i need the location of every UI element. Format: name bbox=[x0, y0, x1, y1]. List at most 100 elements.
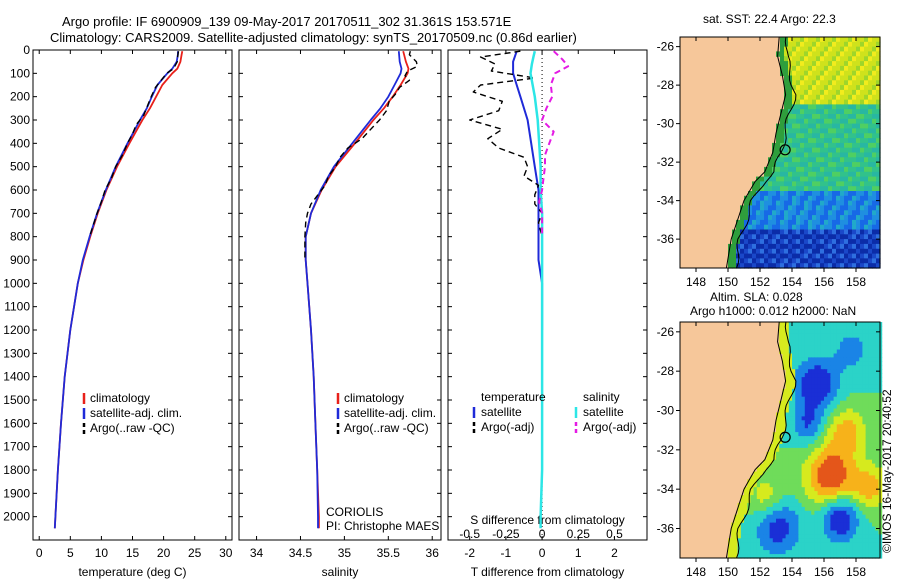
map-cell bbox=[868, 109, 873, 115]
map-cell bbox=[868, 243, 873, 250]
map-cell bbox=[852, 451, 857, 457]
map-cell bbox=[811, 530, 815, 535]
map-cell bbox=[731, 530, 735, 535]
map-cell bbox=[800, 239, 805, 245]
map-cell bbox=[843, 471, 847, 476]
map-cell bbox=[849, 459, 854, 465]
map-cell bbox=[796, 263, 801, 269]
map-cell bbox=[833, 345, 838, 351]
map-cell bbox=[859, 325, 863, 331]
map-cell bbox=[824, 526, 828, 531]
map-cell bbox=[820, 239, 825, 245]
map-cell bbox=[785, 384, 790, 390]
map-cell bbox=[856, 224, 861, 231]
map-cell bbox=[811, 353, 815, 358]
map-cell bbox=[876, 200, 881, 206]
map-cell bbox=[848, 162, 853, 168]
map-cell bbox=[795, 353, 799, 358]
map-cell bbox=[856, 455, 860, 461]
map-cell bbox=[833, 463, 838, 469]
map-cell bbox=[800, 210, 805, 216]
map-cell bbox=[760, 471, 764, 476]
map-cell bbox=[824, 210, 829, 216]
map-cell bbox=[808, 41, 813, 48]
map-cell bbox=[785, 510, 790, 516]
map-cell bbox=[779, 487, 783, 492]
map-cell bbox=[856, 65, 861, 72]
map-cell bbox=[840, 412, 844, 417]
map-cell bbox=[732, 258, 737, 264]
map-cell bbox=[843, 392, 847, 398]
map-cell bbox=[848, 65, 853, 72]
map-cell bbox=[872, 471, 876, 476]
map-cell bbox=[808, 123, 813, 129]
map-cell bbox=[812, 70, 817, 77]
map-cell bbox=[844, 142, 849, 149]
map-cell bbox=[811, 424, 815, 429]
map-cell bbox=[860, 94, 865, 101]
map-cell bbox=[820, 554, 825, 559]
map-cell bbox=[820, 487, 825, 492]
map-cell bbox=[820, 345, 825, 351]
salinity-diff-tick-label: -0.25 bbox=[492, 527, 520, 541]
map-cell bbox=[780, 118, 785, 125]
map-cell bbox=[836, 373, 841, 378]
map-cell bbox=[814, 349, 819, 354]
map-cell bbox=[872, 89, 877, 96]
depth-tick-label: 1400 bbox=[3, 370, 30, 384]
map-cell bbox=[804, 357, 809, 362]
map-cell bbox=[852, 349, 857, 354]
map-cell bbox=[801, 384, 806, 390]
map-cell bbox=[840, 215, 845, 221]
map-cell bbox=[859, 455, 863, 461]
map-cell bbox=[856, 502, 860, 508]
map-cell bbox=[833, 400, 838, 406]
map-cell bbox=[828, 99, 833, 105]
map-cell bbox=[801, 518, 806, 524]
map-cell bbox=[828, 128, 833, 134]
map-cell bbox=[780, 41, 785, 48]
map-cell bbox=[800, 200, 805, 206]
map-cell bbox=[788, 75, 793, 81]
map-cell bbox=[856, 404, 860, 410]
map-cell bbox=[836, 99, 841, 105]
map-cell bbox=[862, 455, 867, 461]
map-cell bbox=[808, 176, 813, 182]
map-cell bbox=[827, 384, 831, 390]
map-cell bbox=[832, 41, 837, 48]
map-cell bbox=[795, 510, 799, 516]
map-cell bbox=[780, 263, 785, 269]
map-cell bbox=[753, 475, 758, 480]
map-cell bbox=[846, 361, 851, 366]
map-cell bbox=[859, 487, 863, 492]
map-cell bbox=[864, 147, 869, 154]
map-cell bbox=[804, 99, 809, 105]
map-cell bbox=[760, 234, 765, 240]
map-cell bbox=[814, 322, 819, 327]
map-cell bbox=[875, 361, 879, 366]
map-cell bbox=[840, 392, 844, 398]
map-cell bbox=[820, 526, 825, 531]
map-cell bbox=[801, 416, 806, 421]
map-cell bbox=[865, 443, 870, 449]
map-cell bbox=[780, 138, 785, 144]
map-cell bbox=[817, 483, 822, 488]
map-cell bbox=[856, 467, 860, 472]
map-cell bbox=[843, 495, 847, 500]
map-cell bbox=[848, 248, 853, 255]
map-cell bbox=[811, 420, 815, 425]
map-cell bbox=[849, 530, 854, 535]
map-cell bbox=[756, 258, 761, 264]
map-cell bbox=[868, 546, 873, 551]
map-cell bbox=[820, 542, 825, 547]
map-cell bbox=[756, 479, 761, 484]
map-cell bbox=[856, 142, 861, 149]
map-cell bbox=[830, 381, 835, 386]
map-cell bbox=[776, 412, 780, 417]
map-cell bbox=[872, 542, 876, 547]
map-cell bbox=[824, 123, 829, 129]
map-cell bbox=[766, 542, 771, 547]
map-cell bbox=[824, 365, 828, 370]
map-cell bbox=[792, 538, 796, 543]
map-cell bbox=[859, 459, 863, 465]
